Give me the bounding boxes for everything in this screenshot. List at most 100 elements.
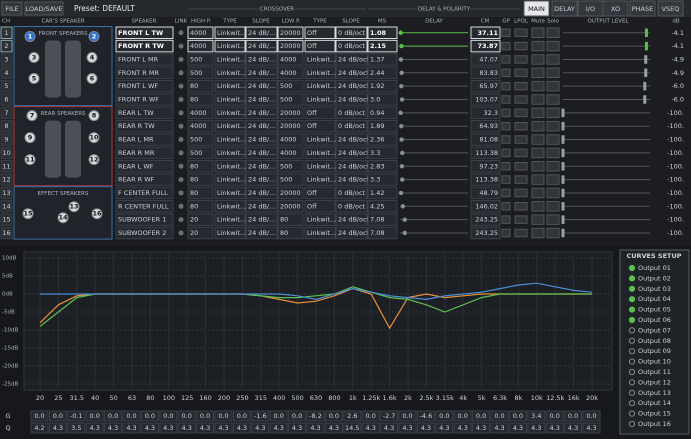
cell-hp-type[interactable]	[214, 66, 246, 80]
cell-lp-type[interactable]	[304, 226, 336, 240]
output-toggle[interactable]	[628, 275, 636, 282]
cell-lp-slope[interactable]	[335, 79, 368, 93]
cell-hp-type[interactable]	[214, 26, 246, 39]
delay-knob[interactable]	[399, 43, 404, 49]
gp-checkbox[interactable]	[501, 108, 511, 118]
gp-checkbox[interactable]	[501, 28, 511, 37]
level-knob[interactable]	[561, 121, 565, 131]
mute-button[interactable]	[531, 147, 545, 159]
tab[interactable]	[551, 0, 578, 17]
cell-lp-slope[interactable]	[335, 133, 368, 146]
delay-knob[interactable]	[402, 230, 408, 236]
gp-checkbox[interactable]	[501, 135, 511, 144]
output-toggle[interactable]	[628, 264, 636, 272]
lpol-checkbox[interactable]	[514, 175, 528, 184]
cell-name[interactable]	[115, 160, 174, 173]
cell-hp[interactable]	[187, 133, 214, 146]
cell-lp-type[interactable]	[304, 213, 336, 226]
level-knob[interactable]	[561, 135, 565, 144]
q-cell[interactable]	[582, 422, 601, 434]
lpol-checkbox[interactable]	[514, 228, 528, 238]
cell-lp-slope[interactable]	[335, 66, 368, 80]
output-toggle[interactable]	[628, 327, 636, 334]
link-toggle[interactable]	[178, 217, 184, 223]
speaker-icon[interactable]	[88, 154, 100, 166]
cell-lp-slope[interactable]	[335, 173, 368, 186]
gain-cell[interactable]	[343, 410, 362, 422]
gain-cell[interactable]	[140, 410, 159, 422]
speaker-icon[interactable]	[57, 212, 69, 224]
output-toggle[interactable]	[628, 389, 636, 396]
cell-hp-slope[interactable]	[245, 66, 278, 80]
cell-hp-slope[interactable]	[245, 26, 278, 39]
cell-lp-type[interactable]	[304, 53, 336, 66]
speaker-icon[interactable]	[28, 52, 40, 63]
cell-cm[interactable]	[470, 93, 501, 106]
cell-hp[interactable]	[187, 226, 214, 240]
gain-cell[interactable]	[306, 410, 325, 422]
link-toggle[interactable]	[178, 70, 184, 76]
delay-knob[interactable]	[398, 110, 403, 116]
cell-lp[interactable]	[277, 39, 304, 53]
cell-cm[interactable]	[470, 160, 501, 173]
delay-knob[interactable]	[402, 217, 408, 222]
gain-cell[interactable]	[564, 410, 583, 422]
lpol-checkbox[interactable]	[514, 148, 528, 158]
cell-hp[interactable]	[187, 26, 214, 39]
gp-checkbox[interactable]	[501, 175, 511, 184]
mute-button[interactable]	[531, 27, 545, 38]
cell-hp-type[interactable]	[214, 173, 246, 186]
cell-hp[interactable]	[187, 160, 214, 173]
mute-button[interactable]	[531, 40, 545, 52]
output-toggle[interactable]	[628, 379, 636, 386]
speaker-icon[interactable]	[88, 132, 100, 144]
cell-lp-type[interactable]	[304, 106, 336, 120]
output-toggle[interactable]	[628, 368, 636, 376]
gp-checkbox[interactable]	[501, 55, 511, 64]
cell-hp-type[interactable]	[214, 119, 246, 133]
cell-lp-slope[interactable]	[335, 119, 368, 133]
cell-hp-slope[interactable]	[245, 173, 278, 186]
mute-button[interactable]	[531, 201, 545, 212]
lpol-checkbox[interactable]	[514, 41, 528, 51]
cell-name[interactable]	[115, 106, 174, 120]
cell-cm[interactable]	[470, 173, 501, 186]
solo-button[interactable]	[546, 27, 560, 38]
cell-hp-type[interactable]	[214, 160, 246, 173]
speaker-icon[interactable]	[22, 208, 34, 220]
cell-name[interactable]	[115, 186, 174, 200]
file-button[interactable]	[1, 1, 23, 16]
gp-checkbox[interactable]	[501, 228, 511, 238]
level-knob[interactable]	[643, 95, 647, 104]
mute-button[interactable]	[531, 214, 545, 225]
delay-knob[interactable]	[400, 177, 405, 182]
cell-name[interactable]	[115, 200, 174, 213]
cell-cm[interactable]	[470, 79, 501, 93]
cell-cm[interactable]	[470, 106, 501, 120]
cell-lp-slope[interactable]	[335, 26, 368, 39]
q-cell[interactable]	[527, 422, 546, 434]
mute-button[interactable]	[531, 187, 545, 199]
cell-lp-slope[interactable]	[335, 106, 368, 120]
link-toggle[interactable]	[178, 177, 184, 183]
link-toggle[interactable]	[178, 56, 184, 62]
cell-lp-type[interactable]	[304, 160, 336, 173]
gain-cell[interactable]	[251, 410, 270, 422]
cell-hp-slope[interactable]	[245, 53, 278, 66]
cell-hp-slope[interactable]	[245, 119, 278, 133]
solo-button[interactable]	[546, 227, 560, 239]
cell-ms[interactable]	[367, 66, 398, 80]
solo-button[interactable]	[546, 174, 560, 185]
cell-ms[interactable]	[367, 160, 398, 173]
gain-cell[interactable]	[214, 410, 233, 422]
cell-name[interactable]	[115, 119, 174, 133]
link-toggle[interactable]	[178, 150, 184, 156]
gain-cell[interactable]	[380, 410, 399, 422]
cell-lp[interactable]	[277, 213, 304, 226]
gain-cell[interactable]	[472, 410, 491, 422]
cell-name[interactable]	[115, 173, 174, 186]
q-cell[interactable]	[398, 422, 417, 434]
tab[interactable]	[602, 0, 629, 17]
cell-name[interactable]	[115, 79, 174, 93]
cell-lp[interactable]	[277, 133, 304, 146]
